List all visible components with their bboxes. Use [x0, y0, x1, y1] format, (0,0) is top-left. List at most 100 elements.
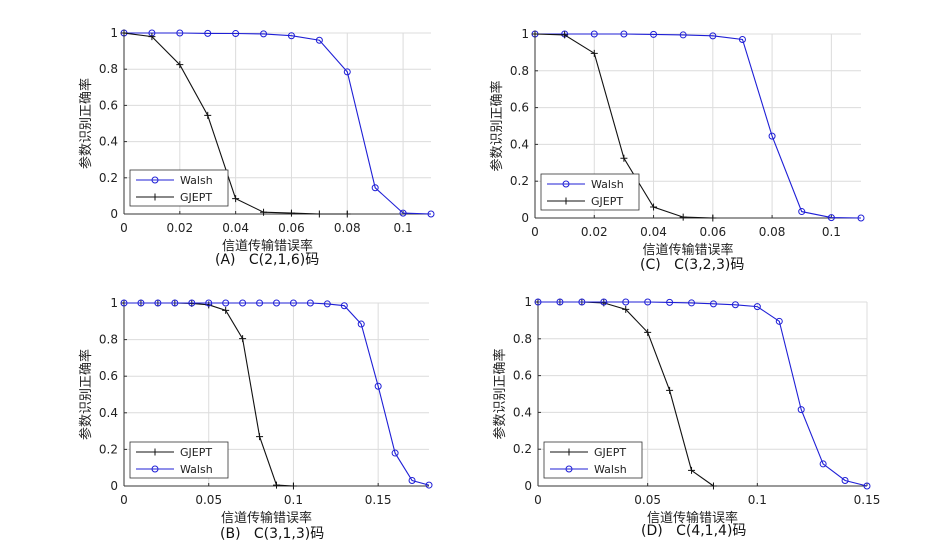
- data-point: [120, 29, 128, 37]
- data-point: [204, 29, 212, 37]
- caption-code: C(3,1,3)码: [253, 526, 325, 542]
- data-point: [620, 154, 628, 162]
- y-axis-label: 参数识别正确率: [78, 349, 94, 440]
- legend-marker: [565, 465, 573, 473]
- y-tick-label: 0.4: [510, 137, 529, 151]
- data-point: [620, 30, 628, 38]
- series-line: [124, 302, 430, 486]
- data-point: [315, 210, 323, 218]
- caption-label: (B): [220, 526, 241, 542]
- legend: Walsh GJEPT: [129, 169, 229, 207]
- data-point: [287, 209, 295, 217]
- legend-label: GJEPT: [180, 191, 212, 204]
- data-point: [260, 30, 268, 38]
- x-tick-label: 0: [120, 221, 128, 235]
- x-tick-label: 0.1: [822, 225, 841, 239]
- data-point: [408, 477, 416, 485]
- data-point: [679, 213, 687, 221]
- y-tick-label: 0.8: [99, 333, 118, 347]
- data-point: [340, 302, 348, 310]
- legend-label: GJEPT: [180, 446, 212, 459]
- legend: Walsh GJEPT: [540, 173, 640, 211]
- legend-label: Walsh: [591, 178, 624, 191]
- data-point: [323, 300, 331, 308]
- legend-box: [543, 441, 643, 479]
- legend-marker: [562, 180, 570, 188]
- data-point: [205, 299, 213, 307]
- y-axis-label: 参数识别正确率: [489, 80, 505, 171]
- data-point: [709, 214, 717, 222]
- data-point: [578, 298, 586, 306]
- caption-label: (C): [640, 257, 661, 273]
- x-tick-label: 0.04: [640, 225, 667, 239]
- y-tick-label: 0.2: [513, 442, 532, 456]
- chart-c: 0 0.02 0.04 0.06 0.08 0.1 0 0.2 0.4 0.6 0.8 1 信道传输错误…: [489, 27, 865, 258]
- x-tick-label: 0.1: [748, 493, 767, 507]
- data-point: [260, 208, 268, 216]
- x-tick-label: 0.06: [278, 221, 305, 235]
- y-tick-label: 0.4: [99, 135, 118, 149]
- caption-c: (C) C(3,2,3)码: [640, 254, 744, 274]
- data-point: [775, 317, 783, 325]
- x-tick-label: 0.05: [634, 493, 661, 507]
- data-point: [753, 303, 761, 311]
- caption-code: C(3,2,3)码: [674, 257, 745, 273]
- data-point: [622, 305, 630, 313]
- series-line: [538, 301, 868, 487]
- y-tick-label: 1: [524, 295, 532, 309]
- data-point: [738, 36, 746, 44]
- data-point: [425, 481, 433, 489]
- caption-code: C(4,1,4)码: [676, 523, 747, 539]
- data-point: [768, 132, 776, 140]
- y-tick-label: 0.2: [99, 171, 118, 185]
- data-point: [232, 195, 240, 203]
- data-point: [556, 298, 564, 306]
- x-tick-label: 0.05: [195, 493, 222, 507]
- legend-marker: [151, 176, 159, 184]
- legend-label: Walsh: [180, 174, 213, 187]
- y-tick-label: 1: [521, 27, 529, 41]
- data-point: [315, 36, 323, 44]
- caption-a: (A) C(2,1,6)码: [215, 249, 319, 269]
- legend-marker: [151, 193, 159, 201]
- y-tick-label: 0.8: [513, 332, 532, 346]
- data-point: [343, 68, 351, 76]
- data-point: [371, 184, 379, 192]
- data-point: [357, 320, 365, 328]
- data-point: [731, 301, 739, 309]
- data-point: [650, 30, 658, 38]
- x-tick-label: 0: [534, 493, 542, 507]
- data-point: [666, 298, 674, 306]
- legend: GJEPT Walsh: [129, 441, 229, 479]
- data-point: [343, 210, 351, 218]
- x-tick-label: 0.06: [699, 225, 726, 239]
- y-axis-label: 参数识别正确率: [78, 78, 94, 169]
- chart-b: 0 0.05 0.1 0.15 0 0.2 0.4 0.6 0.8 1 信道传输错误率 参数识别正确率…: [78, 296, 433, 526]
- data-point: [797, 406, 805, 414]
- data-point: [561, 31, 569, 39]
- data-point: [137, 299, 145, 307]
- y-tick-label: 0.6: [513, 369, 532, 383]
- legend-marker: [151, 465, 159, 473]
- y-tick-label: 0.6: [99, 98, 118, 112]
- legend-box: [540, 173, 640, 211]
- series-line: [124, 32, 432, 215]
- caption-code: C(2,1,6)码: [248, 252, 320, 268]
- x-tick-label: 0.02: [166, 221, 193, 235]
- data-point: [709, 300, 717, 308]
- caption-label: (A): [215, 252, 236, 268]
- data-point: [819, 460, 827, 468]
- data-point: [863, 482, 871, 490]
- data-point: [306, 299, 314, 307]
- data-point: [590, 30, 598, 38]
- data-point: [256, 299, 264, 307]
- x-tick-label: 0.1: [284, 493, 303, 507]
- y-tick-label: 0: [110, 479, 118, 493]
- legend-marker: [565, 448, 573, 456]
- data-point: [841, 476, 849, 484]
- legend-marker: [562, 197, 570, 205]
- data-point: [590, 49, 598, 57]
- data-point: [709, 482, 717, 490]
- legend: GJEPT Walsh: [543, 441, 643, 479]
